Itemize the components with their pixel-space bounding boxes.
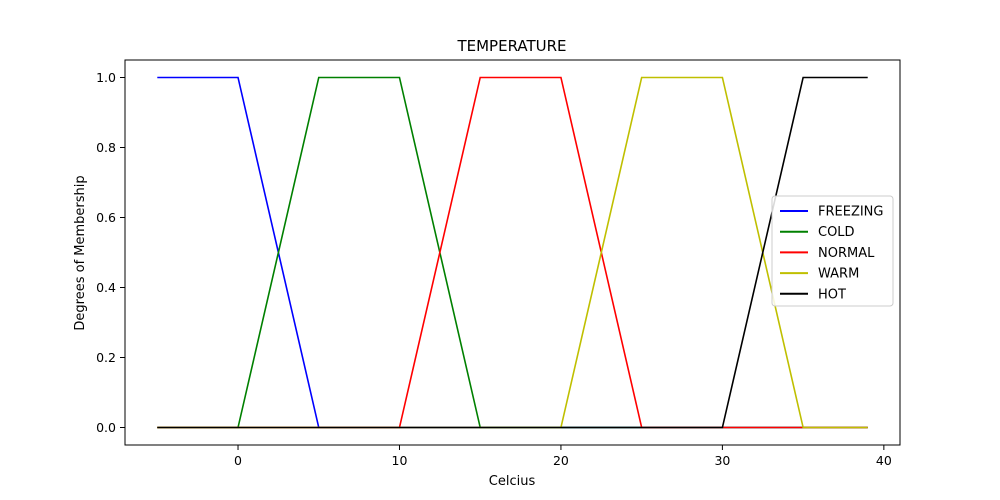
- x-axis-label: Celcius: [489, 474, 536, 489]
- legend-frame: [771, 195, 894, 307]
- x-axis-ticks: 0 10 20 30 40: [234, 445, 892, 468]
- y-tick-label: 0.2: [96, 350, 116, 365]
- x-tick-label: 20: [553, 453, 569, 468]
- legend: FREEZING COLD NORMAL WARM HOT: [771, 195, 894, 307]
- y-tick-label: 0.8: [96, 140, 116, 155]
- x-tick-label: 0: [234, 453, 242, 468]
- y-tick-label: 1.0: [96, 70, 116, 85]
- legend-label-freezing: FREEZING: [818, 205, 883, 220]
- plot-area: [124, 59, 901, 446]
- x-tick-label: 10: [392, 453, 408, 468]
- legend-label-hot: HOT: [818, 287, 846, 302]
- legend-label-cold: COLD: [818, 225, 855, 240]
- legend-label-warm: WARM: [818, 267, 859, 282]
- series-line-freezing: [157, 76, 868, 429]
- y-axis-ticks: 0.0 0.2 0.4 0.6 0.8 1.0: [96, 70, 125, 435]
- plot-frame: [124, 59, 901, 446]
- chart-title: TEMPERATURE: [456, 37, 566, 55]
- legend-label-normal: NORMAL: [818, 246, 875, 261]
- y-tick-label: 0.0: [96, 420, 116, 435]
- series-line-cold: [157, 76, 868, 429]
- y-axis-label: Degrees of Membership: [73, 175, 88, 330]
- y-tick-label: 0.6: [96, 210, 116, 225]
- series-line-warm: [157, 76, 868, 429]
- x-tick-label: 30: [714, 453, 730, 468]
- series-lines: [157, 76, 868, 429]
- series-line-hot: [157, 76, 868, 429]
- x-tick-label: 40: [876, 453, 892, 468]
- series-line-normal: [157, 76, 868, 429]
- y-tick-label: 0.4: [96, 280, 116, 295]
